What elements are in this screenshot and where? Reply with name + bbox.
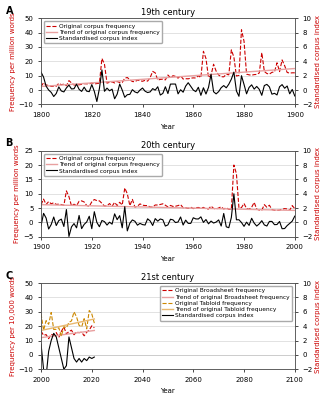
Title: 20th century: 20th century bbox=[141, 141, 195, 150]
Y-axis label: Frequency per million words: Frequency per million words bbox=[14, 144, 20, 243]
Legend: Original corpus frequency, Trend of original corpus frequency, Standardised corp: Original corpus frequency, Trend of orig… bbox=[44, 154, 162, 176]
Y-axis label: Standardised corpus index: Standardised corpus index bbox=[316, 15, 321, 108]
Title: 21st century: 21st century bbox=[141, 273, 195, 282]
Y-axis label: Standardised corpus index: Standardised corpus index bbox=[316, 280, 321, 373]
Text: A: A bbox=[6, 6, 13, 16]
Title: 19th century: 19th century bbox=[141, 8, 195, 18]
Text: C: C bbox=[6, 270, 13, 280]
Legend: Original Broadsheet frequency, Trend of original Broadsheet frequency, Original : Original Broadsheet frequency, Trend of … bbox=[160, 286, 292, 321]
Text: B: B bbox=[6, 138, 13, 148]
Y-axis label: Standardised corpus index: Standardised corpus index bbox=[316, 147, 321, 240]
Y-axis label: Frequency per 10,000 words: Frequency per 10,000 words bbox=[10, 276, 16, 376]
Legend: Original corpus frequency, Trend of original corpus frequency, Standardised corp: Original corpus frequency, Trend of orig… bbox=[44, 21, 162, 44]
Y-axis label: Frequency per million words: Frequency per million words bbox=[10, 12, 16, 111]
X-axis label: Year: Year bbox=[161, 124, 175, 130]
X-axis label: Year: Year bbox=[161, 388, 175, 394]
X-axis label: Year: Year bbox=[161, 256, 175, 262]
